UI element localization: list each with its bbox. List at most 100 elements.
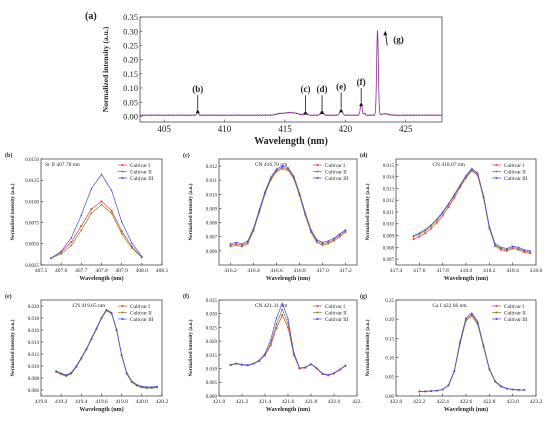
data-point xyxy=(292,174,295,177)
data-point xyxy=(453,193,456,196)
data-point xyxy=(488,227,491,230)
data-point xyxy=(338,235,341,238)
x-tick-label: 418.6 xyxy=(530,268,543,274)
y-tick-label: 0.011 xyxy=(383,211,395,216)
annotation-arrowhead xyxy=(383,31,388,36)
y-tick-label: 0.005 xyxy=(206,381,218,386)
data-point xyxy=(470,169,473,172)
y-tick-label: 0.015 xyxy=(206,354,218,359)
legend-entry: Cultivar I xyxy=(325,304,345,310)
annotation-label: (d) xyxy=(317,84,328,94)
data-point xyxy=(327,242,330,245)
x-tick-label: 407.8 xyxy=(95,268,108,274)
y-tick-label: 0.018 xyxy=(28,317,40,322)
data-point xyxy=(269,179,272,182)
data-point xyxy=(494,242,497,245)
legend-entry: Cultivar I xyxy=(325,163,345,169)
x-tick-label: 420 xyxy=(339,124,353,134)
y-tick-label: 0.0050 xyxy=(25,243,39,248)
y-axis-label: Normalized intensity (a.u.) xyxy=(11,319,16,376)
panel-c: 416.2 416.4 416.6 416.8 417.0 417.2 0.006 0.007… xyxy=(183,152,358,282)
data-point xyxy=(100,316,103,319)
data-point xyxy=(465,318,467,321)
data-point xyxy=(60,250,63,253)
data-point xyxy=(321,241,324,244)
y-tick-label: 0.012 xyxy=(28,353,40,358)
legend-entry: Cultivar II xyxy=(504,310,526,316)
annotation-label: (f) xyxy=(357,77,366,87)
data-point xyxy=(505,387,508,390)
panel-g: 422.0 422.2 422.4 422.6 422.8 423.0 423.2 0.00 0… xyxy=(360,293,542,413)
data-point xyxy=(517,248,520,251)
data-point xyxy=(310,230,312,232)
panel-title: CN 418.07 nm xyxy=(432,162,465,168)
y-tick-label: 0.009 xyxy=(206,207,218,212)
data-point xyxy=(156,385,158,388)
legend-entry: Cultivar II xyxy=(325,310,347,316)
y-tick-label: 0.00 xyxy=(385,395,394,400)
data-point xyxy=(241,244,243,247)
data-point xyxy=(459,186,462,189)
x-axis-label: Wavelength (nm) xyxy=(79,275,123,282)
data-point xyxy=(333,238,335,241)
data-point xyxy=(75,364,78,367)
data-point xyxy=(333,237,335,240)
x-tick-label: 419.0 xyxy=(35,399,48,405)
data-point xyxy=(344,231,347,234)
panel-label: (d) xyxy=(360,152,367,159)
x-tick-label: 417.8 xyxy=(436,268,449,274)
data-point xyxy=(110,209,113,212)
legend-marker xyxy=(316,318,319,320)
data-point xyxy=(511,388,514,391)
x-tick-label: 421.0 xyxy=(213,399,226,405)
annotation-label: (c) xyxy=(300,84,310,94)
data-point xyxy=(430,223,432,226)
y-tick-label: 0.008 xyxy=(206,222,218,227)
x-tick-label: 416.2 xyxy=(224,268,237,274)
y-tick-label: 0.10 xyxy=(123,83,138,93)
data-point xyxy=(494,379,497,382)
data-point xyxy=(344,228,347,231)
data-point xyxy=(235,241,238,244)
x-axis-label: Wavelength (nm) xyxy=(254,136,328,147)
y-tick-label: 0.0075 xyxy=(25,222,39,227)
data-point xyxy=(246,363,249,366)
y-tick-label: 0.007 xyxy=(206,236,218,241)
x-tick-label: 422.4 xyxy=(436,399,449,405)
data-point xyxy=(110,189,113,192)
x-tick-label: 423.2 xyxy=(530,399,543,405)
y-tick-label: 0.020 xyxy=(206,340,218,345)
x-tick-label: 422.0 xyxy=(328,399,341,405)
data-point xyxy=(95,327,98,330)
y-axis-label: Normalized intensity (a.u.) xyxy=(101,26,110,112)
x-tick-label: 423.0 xyxy=(506,399,519,405)
data-point xyxy=(258,208,261,211)
data-point xyxy=(229,242,232,245)
data-point xyxy=(110,212,113,215)
y-tick-label: 0.000 xyxy=(206,395,218,400)
data-point xyxy=(269,342,272,345)
plot-frame xyxy=(139,16,443,123)
x-tick-label: 418.0 xyxy=(460,268,473,274)
data-point xyxy=(235,362,238,365)
legend-marker xyxy=(495,305,498,307)
data-point xyxy=(447,383,450,386)
y-tick-label: 0.008 xyxy=(383,246,395,251)
data-point xyxy=(229,245,232,248)
y-tick-label: 0.010 xyxy=(28,365,40,370)
y-tick-label: 0.25 xyxy=(385,299,394,304)
y-tick-label: 0.020 xyxy=(28,305,40,310)
data-point xyxy=(252,228,255,231)
y-tick-label: 0.006 xyxy=(28,389,40,394)
data-point xyxy=(269,176,272,179)
data-point xyxy=(441,210,444,213)
x-tick-label: 410 xyxy=(218,124,232,134)
x-tick-label: 421.2 xyxy=(236,399,249,405)
y-axis-label: Normalized intensity (a.u.) xyxy=(189,319,194,376)
data-point xyxy=(304,213,307,216)
panel-label: (e) xyxy=(5,293,12,300)
y-tick-label: 0.010 xyxy=(206,193,218,198)
x-tick-label: 418.4 xyxy=(506,268,519,274)
data-point xyxy=(482,194,485,197)
panel-label: (a) xyxy=(85,11,97,22)
